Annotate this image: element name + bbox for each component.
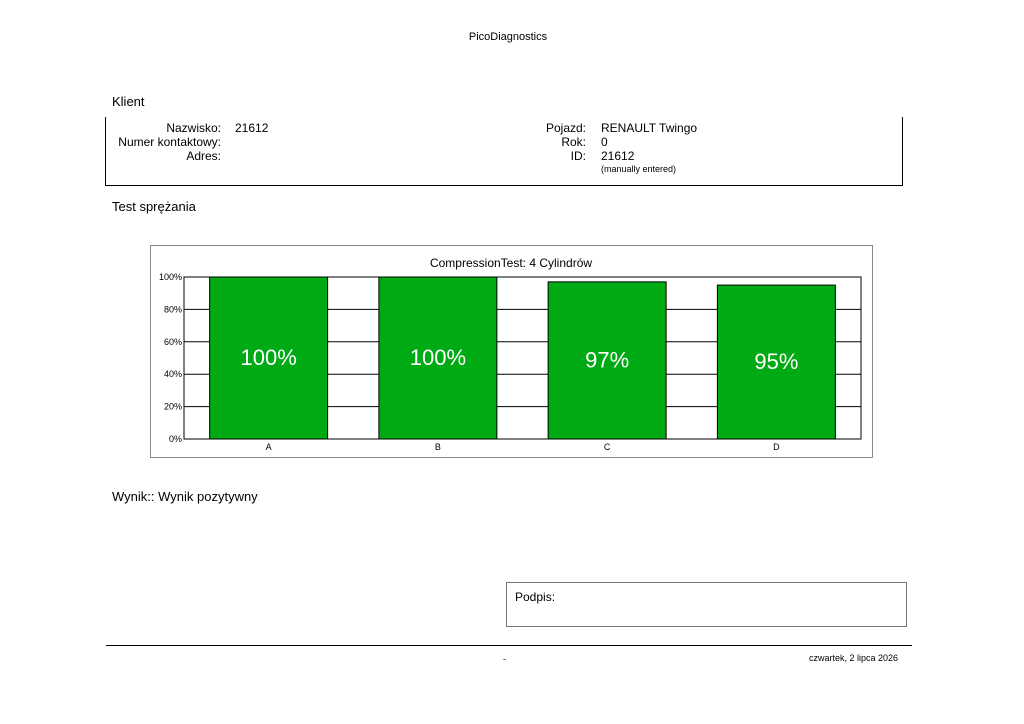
bar-value-label: 100%: [410, 345, 466, 370]
id-note: (manually entered): [601, 164, 677, 174]
vehicle-value: RENAULT Twingo: [601, 121, 698, 135]
bar-value-label: 100%: [240, 345, 296, 370]
y-tick-label: 60%: [164, 337, 182, 347]
year-label: Rok:: [561, 135, 586, 149]
compression-heading: Test sprężania: [112, 199, 196, 214]
y-tick-label: 100%: [159, 272, 182, 282]
surname-label: Nazwisko:: [166, 121, 221, 135]
signature-box: Podpis:: [506, 582, 907, 627]
bar-value-label: 95%: [754, 349, 798, 374]
id-value: 21612: [601, 149, 635, 163]
year-value: 0: [601, 135, 608, 149]
chart-title: CompressionTest: 4 Cylindrów: [430, 256, 592, 270]
app-title: PicoDiagnostics: [468, 31, 548, 43]
vehicle-label: Pojazd:: [545, 121, 586, 135]
bar-C: [547, 281, 667, 440]
y-tick-label: 0%: [169, 434, 182, 444]
bar-B: [378, 276, 498, 440]
client-info-box: Nazwisko: 21612 Numer kontaktowy: Adres:…: [105, 117, 903, 186]
x-tick-label: D: [773, 442, 780, 452]
result-text: Wynik:: Wynik pozytywny: [112, 489, 258, 504]
compression-chart: CompressionTest: 4 Cylindrów 100% 100% 97%…: [150, 245, 873, 458]
x-tick-label: B: [435, 442, 441, 452]
x-tick-label: A: [266, 442, 272, 452]
client-heading: Klient: [112, 94, 145, 109]
footer-page-marker: -: [503, 654, 506, 664]
id-label: ID:: [570, 149, 586, 163]
y-tick-label: 80%: [164, 304, 182, 314]
footer-divider: [106, 645, 912, 646]
bar-value-label: 97%: [585, 347, 629, 372]
y-tick-label: 20%: [164, 402, 182, 412]
contact-label: Numer kontaktowy:: [118, 135, 221, 149]
footer-date: czwartek, 2 lipca 2026: [808, 653, 898, 663]
y-tick-label: 40%: [164, 369, 182, 379]
chart-svg: CompressionTest: 4 Cylindrów 100% 100% 97%…: [159, 256, 862, 452]
bar-D: [716, 284, 836, 440]
address-label: Adres:: [186, 149, 221, 163]
plot-area: [183, 276, 862, 440]
surname-value: 21612: [235, 121, 269, 135]
x-tick-label: C: [604, 442, 611, 452]
signature-label: Podpis:: [515, 590, 556, 604]
